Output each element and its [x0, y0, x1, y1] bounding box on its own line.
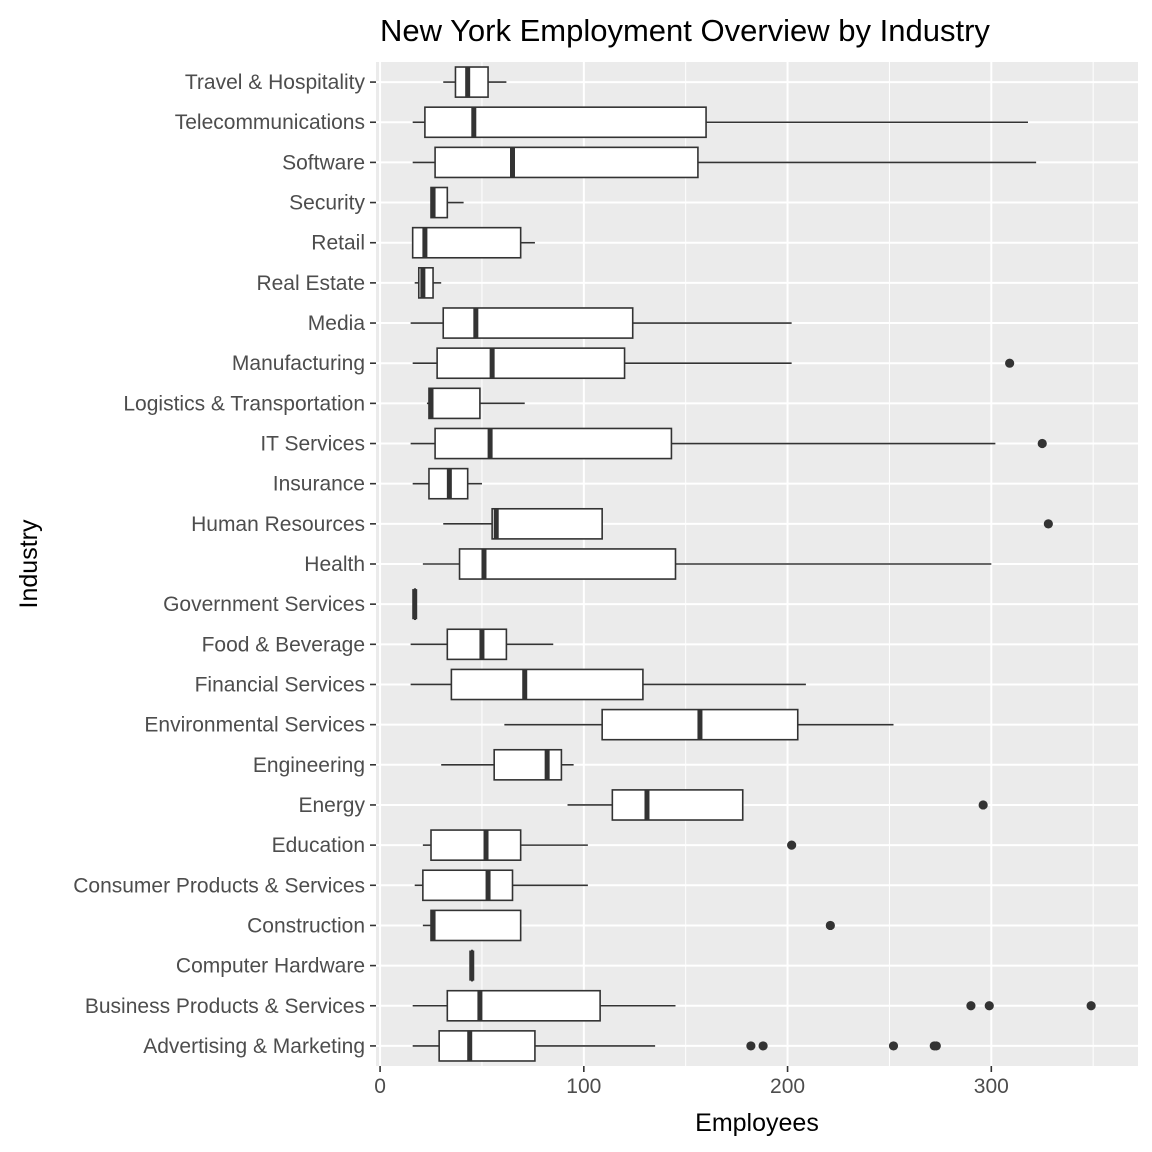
outlier-point	[825, 920, 835, 931]
box-travel-hospitality	[443, 66, 507, 98]
box-manufacturing	[412, 347, 1015, 380]
y-axis: Travel & Hospitality Telecommunications So…	[73, 71, 376, 1058]
box-iqr	[454, 66, 489, 98]
box-iqr	[430, 909, 522, 942]
box-telecommunications	[412, 106, 1028, 139]
y-tick-label: Travel & Hospitality	[185, 71, 366, 94]
box-financial-services	[410, 668, 806, 701]
box-human-resources	[443, 507, 1053, 540]
outlier-point	[978, 800, 988, 810]
box-business-products-services	[412, 989, 1096, 1022]
box-construction	[422, 909, 835, 942]
outlier-point	[1043, 519, 1053, 529]
box-iqr	[434, 146, 699, 179]
box-series	[410, 66, 1096, 1062]
y-tick-label: Manufacturing	[232, 352, 365, 375]
y-tick-label: Retail	[311, 232, 365, 255]
box-iqr	[434, 427, 673, 460]
y-tick-label: Health	[304, 553, 365, 576]
y-tick-label: Business Products & Services	[85, 995, 365, 1018]
box-health	[422, 548, 992, 580]
box-iqr	[430, 829, 522, 861]
box-iqr	[450, 668, 644, 701]
x-tick-label: 100	[566, 1075, 601, 1098]
outlier-point	[758, 1041, 768, 1051]
box-security	[430, 186, 464, 219]
box-real-estate	[414, 267, 442, 299]
y-tick-label: Security	[289, 192, 365, 215]
y-tick-label: Insurance	[273, 473, 365, 496]
box-consumer-products-services	[414, 869, 588, 902]
outlier-point	[1086, 1001, 1096, 1011]
box-iqr	[491, 507, 603, 540]
y-tick-label: Environmental Services	[144, 714, 365, 737]
box-iqr	[411, 226, 522, 259]
outlier-point	[984, 1001, 994, 1011]
box-logistics-transportation	[426, 387, 525, 420]
box-iqr	[493, 748, 563, 781]
box-government-services	[412, 588, 418, 621]
box-iqr	[428, 387, 481, 420]
outlier-point	[888, 1041, 899, 1051]
box-software	[412, 146, 1037, 179]
x-tick-label: 300	[974, 1075, 1009, 1098]
box-computer-hardware	[469, 949, 475, 982]
box-iqr	[442, 307, 634, 339]
box-iqr	[436, 347, 626, 380]
y-tick-label: Construction	[247, 914, 365, 937]
outlier-point	[931, 1041, 941, 1051]
box-iqr	[422, 869, 514, 902]
y-tick-label: Consumer Products & Services	[73, 874, 365, 897]
box-iqr	[438, 1030, 536, 1062]
box-retail	[411, 226, 535, 259]
outlier-point	[1005, 358, 1015, 368]
y-tick-label: IT Services	[260, 433, 365, 456]
chart-title: New York Employment Overview by Industry	[380, 13, 990, 48]
box-education	[422, 829, 797, 861]
y-tick-label: Human Resources	[191, 513, 365, 536]
y-tick-label: Engineering	[253, 754, 365, 777]
y-tick-label: Government Services	[163, 593, 365, 616]
y-tick-label: Media	[308, 312, 366, 335]
y-tick-label: Financial Services	[195, 673, 365, 696]
outlier-point	[966, 1001, 976, 1011]
y-tick-label: Energy	[298, 794, 365, 817]
y-axis-title: Industry	[15, 519, 43, 608]
x-axis: 0 100 200 300	[374, 1066, 1009, 1098]
box-media	[410, 307, 792, 339]
y-tick-label: Computer Hardware	[176, 955, 365, 978]
box-iqr	[611, 789, 744, 821]
box-advertising-marketing	[412, 1030, 941, 1062]
y-tick-label: Education	[272, 834, 365, 857]
outlier-point	[787, 840, 797, 850]
y-tick-label: Advertising & Marketing	[143, 1035, 365, 1058]
box-it-services	[410, 427, 1047, 460]
y-tick-label: Telecommunications	[175, 111, 365, 134]
y-tick-label: Logistics & Transportation	[123, 392, 365, 415]
box-food-beverage	[410, 628, 554, 661]
box-iqr	[424, 106, 707, 139]
box-insurance	[412, 467, 482, 500]
y-tick-label: Real Estate	[256, 272, 365, 295]
y-tick-label: Software	[282, 151, 365, 174]
box-engineering	[441, 748, 574, 781]
box-environmental-services	[504, 708, 894, 741]
box-iqr	[446, 628, 508, 661]
box-iqr	[446, 989, 601, 1022]
box-iqr	[458, 548, 677, 580]
x-tick-label: 0	[374, 1075, 386, 1098]
x-tick-label: 200	[770, 1075, 805, 1098]
outlier-point	[1037, 438, 1047, 449]
y-tick-label: Food & Beverage	[202, 633, 365, 656]
x-axis-title: Employees	[695, 1109, 819, 1137]
box-energy	[567, 789, 988, 821]
outlier-point	[746, 1041, 756, 1051]
